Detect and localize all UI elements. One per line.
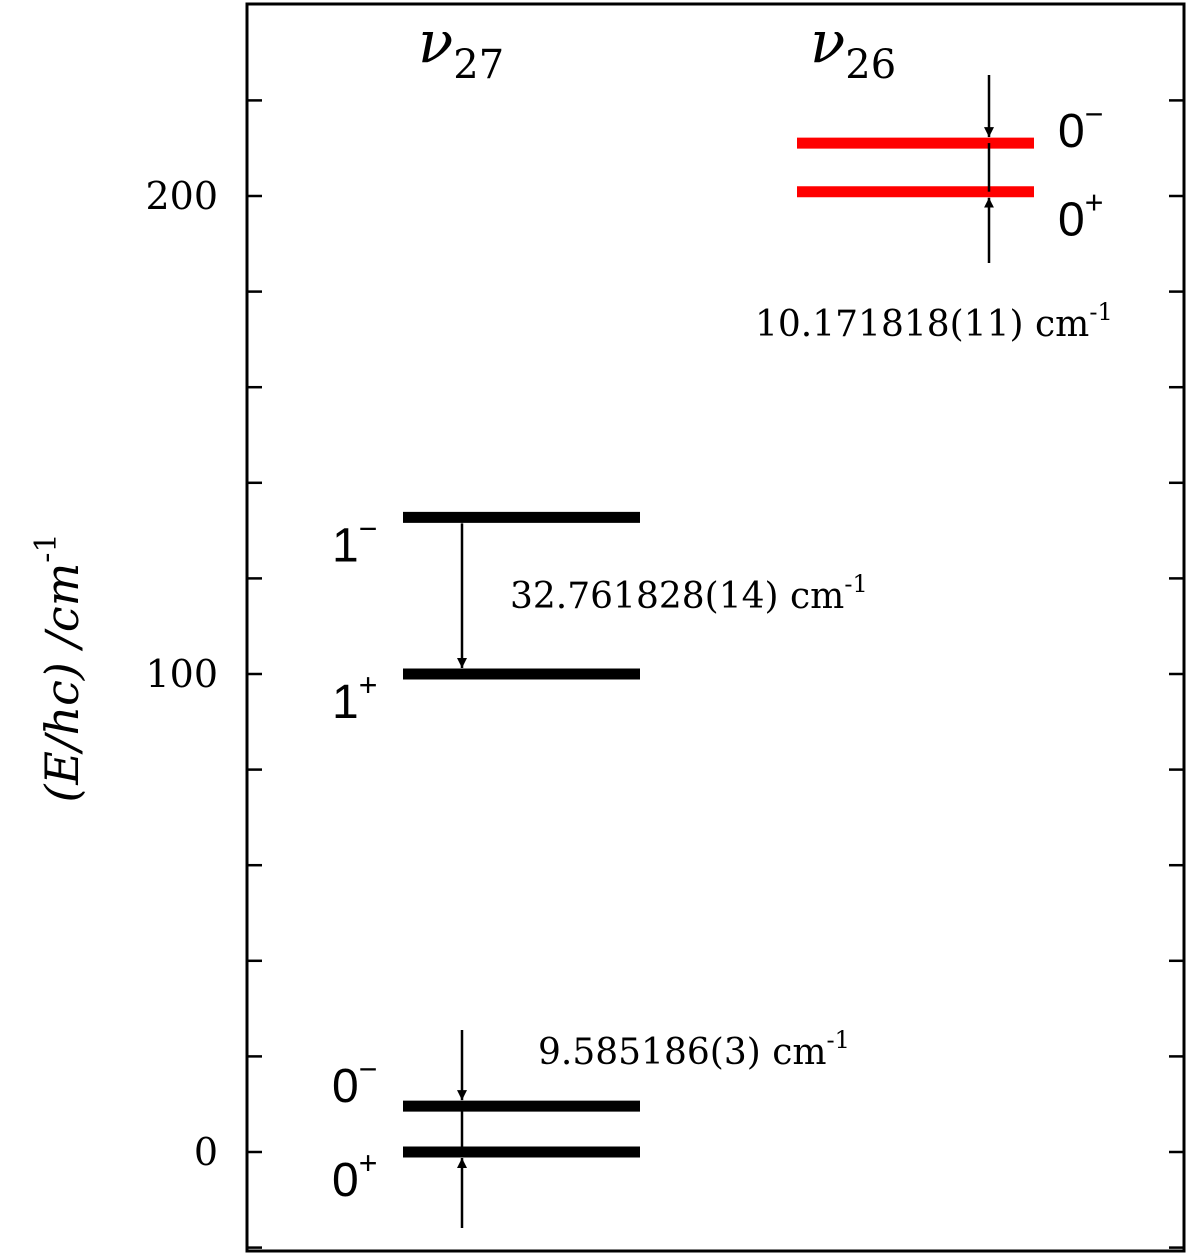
nu27-subscript: 27 — [453, 42, 504, 88]
splitting-value: 10.171818(11) cm — [755, 304, 1089, 345]
level-label-sign: + — [359, 667, 378, 703]
level-label-v27-0minus: 0− — [332, 1051, 377, 1113]
level-label-v27-1plus: 1+ — [332, 667, 377, 729]
nu26-symbol: ν — [810, 8, 845, 76]
level-label-base: 0 — [332, 1154, 359, 1207]
splitting-label-v27-0: 9.585186(3) cm-1 — [538, 1026, 850, 1073]
plot-frame — [245, 2, 1186, 1253]
level-label-v26-0minus: 0− — [1058, 96, 1103, 158]
y-axis-title: (E/hc) /cm-1 — [29, 533, 89, 802]
level-label-sign: + — [359, 1145, 378, 1181]
y-axis-exponent: -1 — [29, 533, 64, 562]
y-tick-label-0: 0 — [194, 1130, 218, 1174]
level-label-base: 1 — [332, 676, 359, 729]
level-label-base: 0 — [332, 1060, 359, 1113]
splitting-label-v27-1: 32.761828(14) cm-1 — [510, 570, 868, 617]
column-header-nu27: ν27 — [418, 8, 504, 88]
splitting-label-v26-0: 10.171818(11) cm-1 — [755, 298, 1113, 345]
level-label-base: 0 — [1058, 194, 1085, 247]
level-label-v27-1minus: 1− — [332, 510, 377, 572]
axis-ticks — [247, 99, 1184, 1249]
splitting-value: 9.585186(3) cm — [538, 1032, 827, 1073]
y-tick-label-200: 200 — [145, 174, 218, 218]
y-axis-label: (E/hc) /cm — [35, 563, 89, 803]
level-label-base: 0 — [1058, 105, 1085, 158]
splitting-unit-exponent: -1 — [827, 1026, 850, 1054]
level-label-v27-0plus: 0+ — [332, 1145, 377, 1207]
splitting-value: 32.761828(14) cm — [510, 576, 844, 617]
svg-text:(E/hc) /cm-1: (E/hc) /cm-1 — [29, 533, 89, 802]
y-tick-label-100: 100 — [145, 652, 218, 696]
splitting-unit-exponent: -1 — [1089, 298, 1112, 326]
level-label-sign: + — [1085, 185, 1104, 221]
nu27-symbol: ν — [418, 8, 453, 76]
level-label-sign: − — [1085, 96, 1104, 132]
level-label-v26-0plus: 0+ — [1058, 185, 1103, 247]
column-header-nu26: ν26 — [810, 8, 896, 88]
level-label-base: 1 — [332, 519, 359, 572]
level-label-sign: − — [359, 1051, 378, 1087]
level-label-sign: − — [359, 510, 378, 546]
nu26-subscript: 26 — [845, 42, 896, 88]
splitting-unit-exponent: -1 — [844, 570, 867, 598]
